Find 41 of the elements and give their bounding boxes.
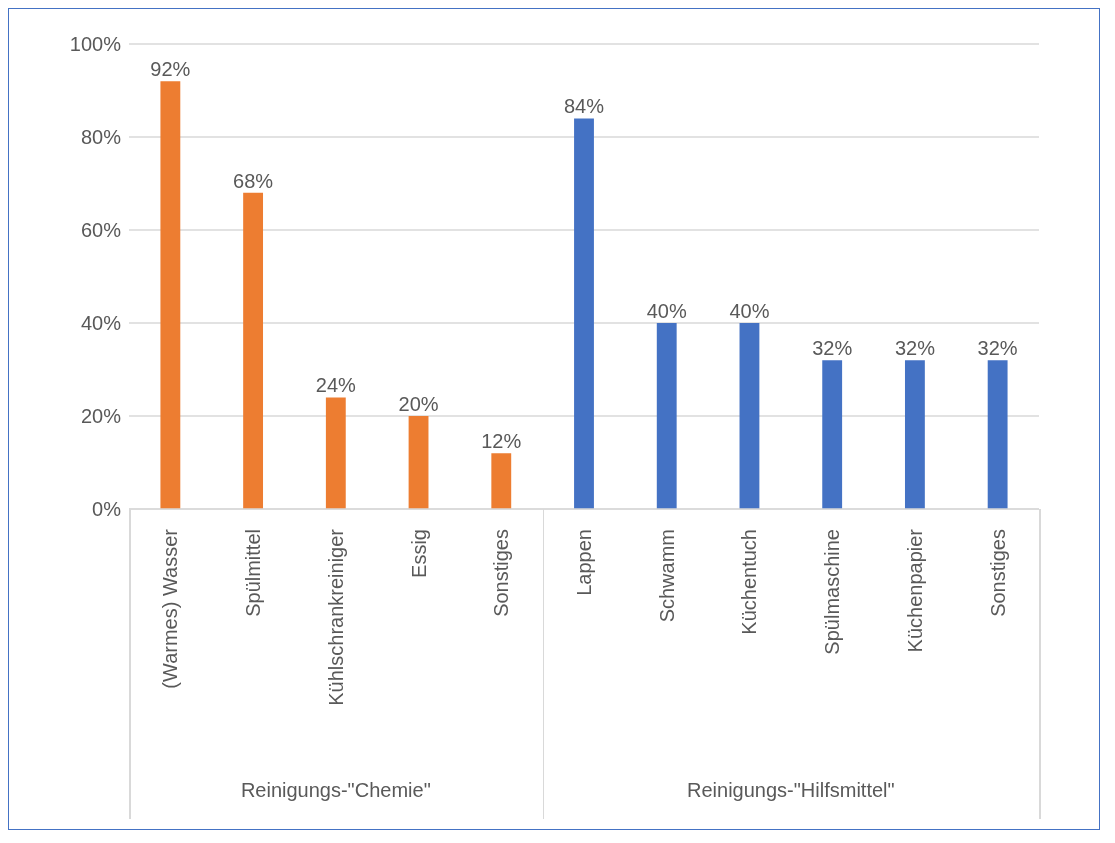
bar — [739, 323, 760, 509]
bar — [574, 118, 594, 509]
x-tick-label: Spülmaschine — [821, 529, 844, 655]
data-label: 32% — [894, 337, 936, 360]
data-label: 12% — [481, 430, 522, 453]
x-tick-label: (Warmes) Wasser — [159, 528, 182, 689]
y-tick-label: 60% — [80, 219, 122, 242]
text: Reinigungs-"Chemie" — [239, 779, 432, 802]
data-label: 68% — [233, 169, 274, 192]
data-label: 84% — [563, 95, 605, 118]
x-tick-label: Essig — [407, 529, 430, 578]
data-label: 40% — [729, 300, 770, 322]
y-tick-label: 100% — [69, 33, 122, 56]
data-label: 40% — [646, 300, 687, 322]
data-label: 32% — [977, 337, 1018, 360]
y-tick-label: 80% — [80, 126, 122, 149]
data-label: 92% — [150, 58, 191, 81]
data-label: 32% — [812, 337, 853, 360]
x-tick-label: Küchenpapier — [903, 528, 926, 653]
x-tick-label: Spülmittel — [242, 529, 265, 617]
data-label: 24% — [315, 374, 357, 397]
bar — [491, 453, 512, 509]
bar — [325, 397, 346, 509]
y-tick-label: 40% — [80, 312, 122, 335]
x-tick-label: Sonstiges — [986, 529, 1009, 617]
text: Reinigungs-"Hilfsmittel" — [686, 779, 896, 802]
bar — [160, 81, 181, 509]
x-tick-label: Sonstiges — [490, 529, 513, 617]
bar — [408, 416, 429, 509]
x-tick-label: Lappen — [573, 529, 595, 596]
bar — [987, 360, 1008, 509]
x-tick-label: Kühlschrankreiniger — [324, 528, 347, 706]
y-tick-label: 20% — [80, 405, 122, 428]
bar — [822, 360, 843, 509]
x-tick-label: Küchentuch — [738, 529, 761, 635]
data-label: 20% — [398, 393, 439, 415]
y-tick-label: 0% — [92, 498, 122, 521]
x-tick-label: Schwamm — [655, 529, 678, 623]
bar — [904, 360, 925, 509]
bar — [656, 323, 677, 509]
bar — [243, 192, 264, 509]
